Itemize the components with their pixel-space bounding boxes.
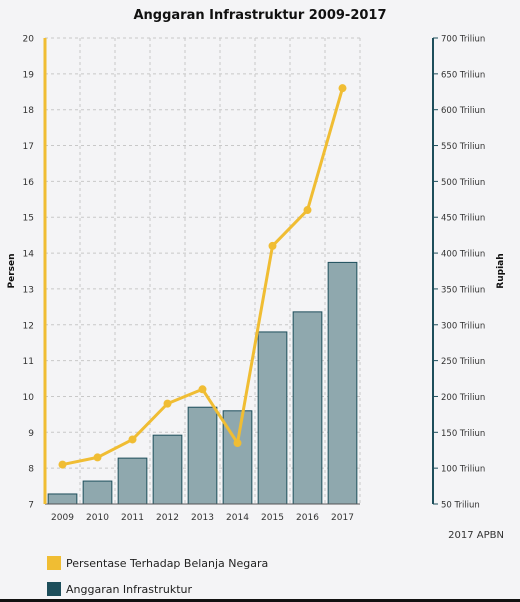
bar-2012 (152, 434, 183, 505)
left-tick-label: 18 (23, 106, 35, 116)
bar-2014 (222, 410, 253, 505)
left-tick-label: 19 (23, 70, 35, 80)
point-2010 (93, 453, 102, 462)
point-2017 (338, 84, 347, 93)
left-tick-label: 20 (23, 35, 35, 45)
bar-2013 (187, 406, 218, 505)
bar-2016 (292, 311, 323, 505)
x-tick-label: 2011 (121, 513, 144, 523)
left-tick-label: 8 (28, 465, 34, 475)
bar-2009 (47, 493, 78, 505)
legend-item-percentage[interactable]: Persentase Terhadap Belanja Negara (47, 555, 268, 571)
right-tick-label: 250 Triliun (441, 357, 485, 367)
right-tick-label: 500 Triliun (441, 178, 485, 188)
point-2009 (58, 460, 67, 469)
left-tick-label: 10 (23, 393, 35, 403)
bar-2017 (327, 261, 358, 505)
right-tick-label: 350 Triliun (441, 285, 485, 295)
point-2013 (198, 385, 207, 394)
right-tick-label: 450 Triliun (441, 214, 485, 224)
legend-label-budget: Anggaran Infrastruktur (66, 582, 193, 596)
right-tick-label: 50 Triliun (441, 501, 480, 511)
x-tick-label: 2014 (226, 513, 249, 523)
left-tick-label: 16 (23, 178, 35, 188)
point-2015 (268, 241, 277, 250)
point-2016 (303, 206, 312, 215)
source-note: 2017 APBN (448, 530, 504, 541)
x-tick-label: 2017 (331, 513, 354, 523)
point-2014 (233, 439, 242, 448)
chart-title: Anggaran Infrastruktur 2009-2017 (133, 8, 387, 23)
bar-2010 (82, 480, 113, 505)
point-2011 (128, 435, 137, 444)
right-tick-label: 550 Triliun (441, 142, 485, 152)
left-tick-label: 17 (23, 142, 34, 152)
right-tick-label: 600 Triliun (441, 106, 485, 116)
bar-2015 (257, 331, 288, 505)
right-tick-label: 100 Triliun (441, 465, 485, 475)
left-tick-label: 13 (23, 285, 34, 295)
x-tick-label: 2015 (261, 513, 284, 523)
right-tick-label: 200 Triliun (441, 393, 485, 403)
right-tick-label: 400 Triliun (441, 250, 485, 260)
left-tick-label: 15 (23, 214, 34, 224)
x-tick-label: 2010 (86, 513, 109, 523)
x-tick-label: 2013 (191, 513, 214, 523)
right-tick-label: 700 Triliun (441, 35, 485, 45)
right-tick-label: 150 Triliun (441, 429, 485, 439)
x-tick-label: 2009 (51, 513, 74, 523)
legend-swatch-budget (47, 582, 61, 596)
x-tick-label: 2012 (156, 513, 179, 523)
legend-item-budget[interactable]: Anggaran Infrastruktur (47, 581, 192, 597)
left-tick-label: 12 (23, 321, 34, 331)
left-tick-label: 9 (28, 429, 34, 439)
bar-2011 (117, 457, 148, 505)
right-tick-label: 300 Triliun (441, 321, 485, 331)
legend-swatch-percentage (47, 556, 61, 570)
left-tick-label: 14 (23, 250, 35, 260)
left-tick-label: 11 (23, 357, 34, 367)
x-tick-label: 2016 (296, 513, 319, 523)
right-tick-label: 650 Triliun (441, 70, 485, 80)
y-axis-right-title: Rupiah (496, 253, 506, 288)
point-2012 (163, 399, 172, 408)
left-tick-label: 7 (28, 501, 34, 511)
y-axis-left-title: Persen (7, 253, 17, 288)
legend-label-percentage: Persentase Terhadap Belanja Negara (66, 556, 269, 570)
bottom-border (0, 599, 520, 602)
